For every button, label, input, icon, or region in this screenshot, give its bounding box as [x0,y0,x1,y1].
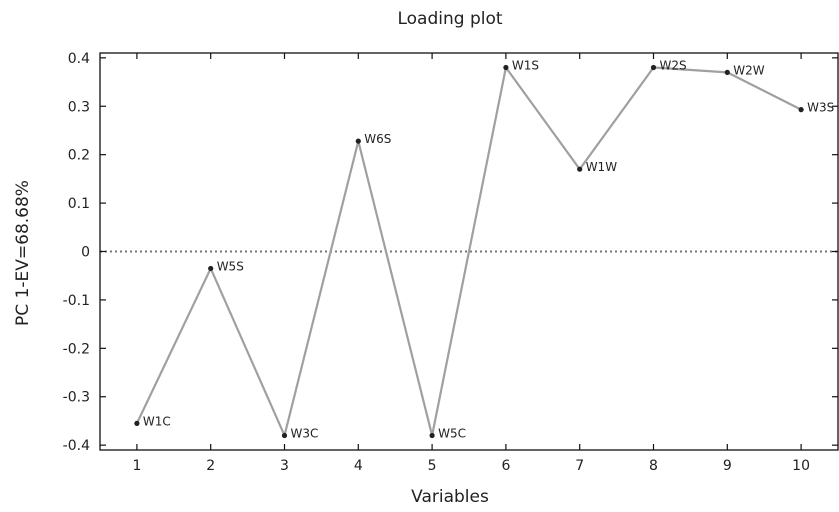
chart-title: Loading plot [397,9,502,29]
y-tick-label: 0.1 [68,196,90,212]
point-label: W1S [512,59,539,73]
x-tick-label: 5 [428,458,437,474]
point-label: W3S [807,101,834,115]
point-label: W2W [733,63,765,77]
data-points: W1C W5S W3C W6S W5C W1S W1W W2S W2W W3S [134,59,834,440]
data-point [650,64,657,71]
y-tick-label: -0.4 [63,438,90,454]
axis-ticks: 1 2 3 4 5 6 7 8 9 10 -0.4 -0.3 -0.2 -0.1 0 0.1 0.2 0.3 0.4 [63,51,838,474]
data-point [503,64,509,71]
data-point [355,138,361,144]
y-tick-label: -0.1 [63,293,90,309]
series-line [135,66,802,437]
x-tick-label: 9 [723,458,732,474]
point-label: W6S [364,132,391,146]
point-label: W2S [660,59,687,73]
point-label: W5C [438,426,466,440]
y-tick-label: 0.2 [68,148,90,164]
data-point [281,432,288,439]
plot-frame [99,52,839,451]
y-tick-label: -0.2 [63,341,90,357]
point-label: W5S [217,259,244,273]
y-tick-label: 0.4 [68,51,90,67]
data-point [429,432,435,439]
x-tick-label: 1 [132,458,141,474]
x-tick-label: 10 [792,458,810,474]
x-tick-label: 4 [354,458,363,474]
x-tick-label: 6 [501,458,510,474]
x-tick-label: 3 [280,458,289,474]
x-axis-label: Variables [411,487,489,507]
point-label: W3C [291,426,319,440]
y-tick-label: 0 [81,245,90,261]
data-point [798,107,804,113]
point-label: W1W [586,160,618,174]
data-point [208,265,214,272]
data-point [577,166,583,172]
x-tick-label: 2 [206,458,215,474]
x-tick-label: 8 [649,458,658,474]
y-tick-label: -0.3 [63,390,90,406]
y-tick-label: 0.3 [68,99,90,115]
x-tick-label: 7 [575,458,584,474]
data-point [724,69,730,75]
y-axis-label: PC 1-EV=68.68% [13,180,33,326]
data-point [134,420,140,426]
point-label: W1C [143,414,171,428]
